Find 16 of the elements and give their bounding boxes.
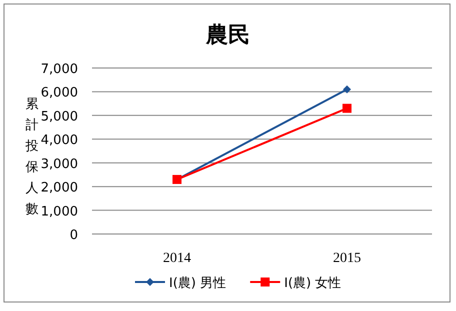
y-tick-label: 3,000 xyxy=(40,156,78,172)
point xyxy=(343,85,351,94)
y-tick-label: 6,000 xyxy=(40,86,78,101)
y-tick-label: 1,000 xyxy=(40,204,78,220)
y-axis-title: 累計投保人數 xyxy=(24,97,38,217)
legend-label: I(農) 男性 xyxy=(169,276,226,291)
x-tick-label: 2014 xyxy=(163,251,191,266)
x-tick-label: 2015 xyxy=(333,251,361,266)
point xyxy=(342,104,352,113)
legend-label: I(農) 女性 xyxy=(284,276,342,291)
y-tick-label: 5,000 xyxy=(40,109,78,124)
chart-title: 農民 xyxy=(205,23,250,48)
y-tick-label: 4,000 xyxy=(40,133,78,148)
y-tick-label: 0 xyxy=(70,228,78,243)
y-tick-label: 7,000 xyxy=(40,62,78,77)
y-tick-label: 2,000 xyxy=(40,180,78,196)
